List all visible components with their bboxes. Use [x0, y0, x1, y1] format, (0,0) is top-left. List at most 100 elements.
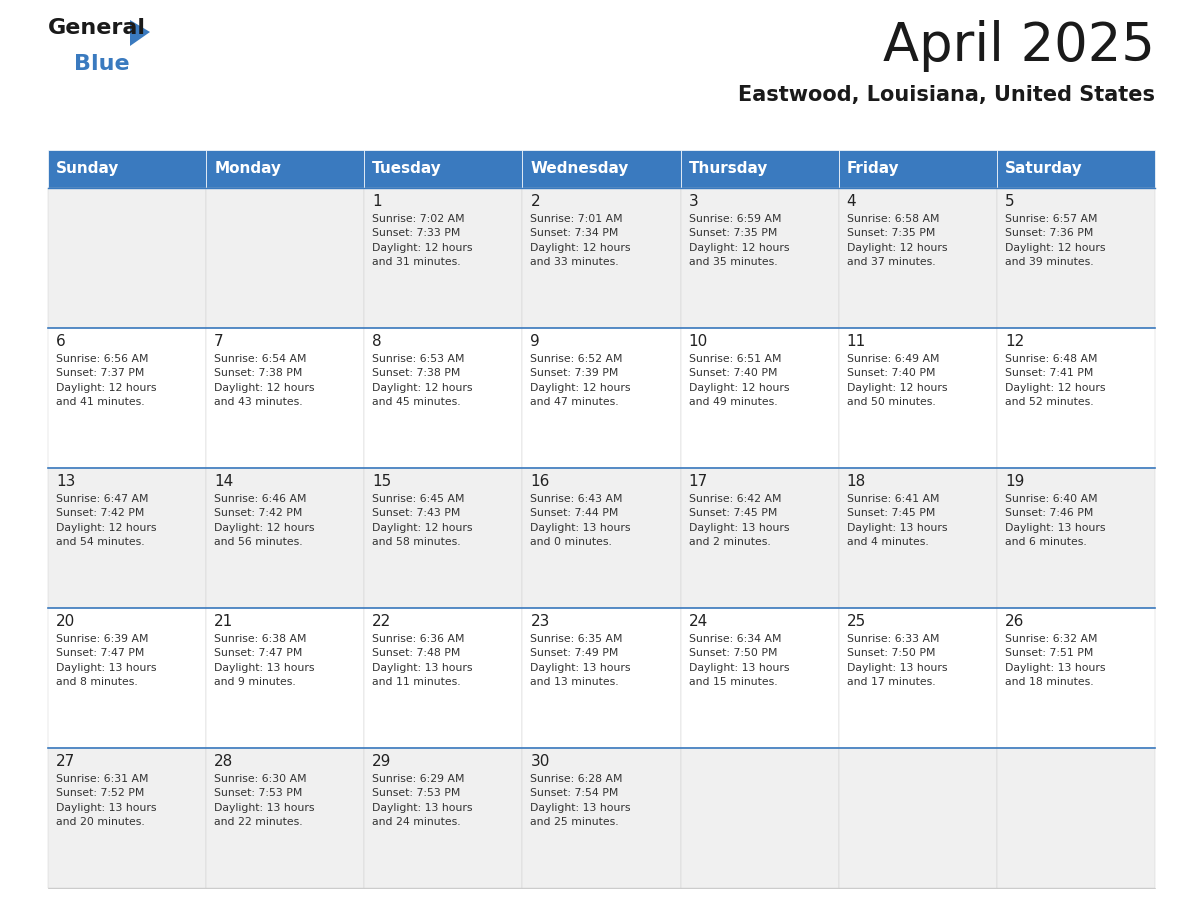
Text: 25: 25	[847, 614, 866, 629]
FancyBboxPatch shape	[365, 748, 523, 888]
Text: Sunrise: 6:30 AM
Sunset: 7:53 PM
Daylight: 13 hours
and 22 minutes.: Sunrise: 6:30 AM Sunset: 7:53 PM Dayligh…	[214, 774, 315, 827]
Text: 23: 23	[530, 614, 550, 629]
Text: Wednesday: Wednesday	[530, 162, 628, 176]
Text: 21: 21	[214, 614, 233, 629]
Text: Sunrise: 6:38 AM
Sunset: 7:47 PM
Daylight: 13 hours
and 9 minutes.: Sunrise: 6:38 AM Sunset: 7:47 PM Dayligh…	[214, 634, 315, 688]
Text: Sunrise: 6:32 AM
Sunset: 7:51 PM
Daylight: 13 hours
and 18 minutes.: Sunrise: 6:32 AM Sunset: 7:51 PM Dayligh…	[1005, 634, 1105, 688]
FancyBboxPatch shape	[997, 188, 1155, 328]
Text: Blue: Blue	[74, 54, 129, 74]
FancyBboxPatch shape	[839, 328, 997, 468]
FancyBboxPatch shape	[839, 150, 997, 188]
FancyBboxPatch shape	[523, 150, 681, 188]
Text: Sunrise: 6:33 AM
Sunset: 7:50 PM
Daylight: 13 hours
and 17 minutes.: Sunrise: 6:33 AM Sunset: 7:50 PM Dayligh…	[847, 634, 947, 688]
Text: 20: 20	[56, 614, 75, 629]
Text: General: General	[48, 18, 146, 38]
FancyBboxPatch shape	[523, 328, 681, 468]
Text: Sunrise: 6:39 AM
Sunset: 7:47 PM
Daylight: 13 hours
and 8 minutes.: Sunrise: 6:39 AM Sunset: 7:47 PM Dayligh…	[56, 634, 157, 688]
FancyBboxPatch shape	[681, 150, 839, 188]
FancyBboxPatch shape	[681, 748, 839, 888]
Text: 8: 8	[372, 334, 381, 349]
Text: Sunrise: 6:56 AM
Sunset: 7:37 PM
Daylight: 12 hours
and 41 minutes.: Sunrise: 6:56 AM Sunset: 7:37 PM Dayligh…	[56, 354, 157, 408]
Text: Sunrise: 6:57 AM
Sunset: 7:36 PM
Daylight: 12 hours
and 39 minutes.: Sunrise: 6:57 AM Sunset: 7:36 PM Dayligh…	[1005, 214, 1105, 267]
Text: 19: 19	[1005, 474, 1024, 489]
Text: 13: 13	[56, 474, 75, 489]
Text: 11: 11	[847, 334, 866, 349]
FancyBboxPatch shape	[681, 608, 839, 748]
Text: Sunrise: 6:48 AM
Sunset: 7:41 PM
Daylight: 12 hours
and 52 minutes.: Sunrise: 6:48 AM Sunset: 7:41 PM Dayligh…	[1005, 354, 1105, 408]
Text: 10: 10	[689, 334, 708, 349]
Text: Monday: Monday	[214, 162, 282, 176]
Text: Sunday: Sunday	[56, 162, 119, 176]
FancyBboxPatch shape	[365, 328, 523, 468]
FancyBboxPatch shape	[365, 608, 523, 748]
Text: Sunrise: 6:43 AM
Sunset: 7:44 PM
Daylight: 13 hours
and 0 minutes.: Sunrise: 6:43 AM Sunset: 7:44 PM Dayligh…	[530, 494, 631, 547]
FancyBboxPatch shape	[48, 608, 207, 748]
FancyBboxPatch shape	[207, 748, 365, 888]
FancyBboxPatch shape	[839, 608, 997, 748]
Text: 2: 2	[530, 194, 541, 209]
Text: 15: 15	[372, 474, 392, 489]
FancyBboxPatch shape	[997, 468, 1155, 608]
Text: Sunrise: 6:34 AM
Sunset: 7:50 PM
Daylight: 13 hours
and 15 minutes.: Sunrise: 6:34 AM Sunset: 7:50 PM Dayligh…	[689, 634, 789, 688]
Text: Sunrise: 6:58 AM
Sunset: 7:35 PM
Daylight: 12 hours
and 37 minutes.: Sunrise: 6:58 AM Sunset: 7:35 PM Dayligh…	[847, 214, 947, 267]
Text: Tuesday: Tuesday	[372, 162, 442, 176]
Text: 7: 7	[214, 334, 223, 349]
FancyBboxPatch shape	[839, 468, 997, 608]
Text: Sunrise: 6:53 AM
Sunset: 7:38 PM
Daylight: 12 hours
and 45 minutes.: Sunrise: 6:53 AM Sunset: 7:38 PM Dayligh…	[372, 354, 473, 408]
Text: 30: 30	[530, 754, 550, 769]
FancyBboxPatch shape	[997, 150, 1155, 188]
FancyBboxPatch shape	[839, 188, 997, 328]
FancyBboxPatch shape	[681, 188, 839, 328]
Text: Sunrise: 6:42 AM
Sunset: 7:45 PM
Daylight: 13 hours
and 2 minutes.: Sunrise: 6:42 AM Sunset: 7:45 PM Dayligh…	[689, 494, 789, 547]
Text: Sunrise: 6:54 AM
Sunset: 7:38 PM
Daylight: 12 hours
and 43 minutes.: Sunrise: 6:54 AM Sunset: 7:38 PM Dayligh…	[214, 354, 315, 408]
FancyBboxPatch shape	[48, 468, 207, 608]
Text: 29: 29	[372, 754, 392, 769]
Text: 6: 6	[56, 334, 65, 349]
Text: 27: 27	[56, 754, 75, 769]
Text: 17: 17	[689, 474, 708, 489]
FancyBboxPatch shape	[523, 748, 681, 888]
Text: Sunrise: 6:41 AM
Sunset: 7:45 PM
Daylight: 13 hours
and 4 minutes.: Sunrise: 6:41 AM Sunset: 7:45 PM Dayligh…	[847, 494, 947, 547]
Text: Saturday: Saturday	[1005, 162, 1082, 176]
Text: Sunrise: 6:47 AM
Sunset: 7:42 PM
Daylight: 12 hours
and 54 minutes.: Sunrise: 6:47 AM Sunset: 7:42 PM Dayligh…	[56, 494, 157, 547]
Text: Sunrise: 7:01 AM
Sunset: 7:34 PM
Daylight: 12 hours
and 33 minutes.: Sunrise: 7:01 AM Sunset: 7:34 PM Dayligh…	[530, 214, 631, 267]
Text: 9: 9	[530, 334, 541, 349]
FancyBboxPatch shape	[681, 328, 839, 468]
Text: Sunrise: 6:45 AM
Sunset: 7:43 PM
Daylight: 12 hours
and 58 minutes.: Sunrise: 6:45 AM Sunset: 7:43 PM Dayligh…	[372, 494, 473, 547]
FancyBboxPatch shape	[365, 150, 523, 188]
Text: Sunrise: 6:31 AM
Sunset: 7:52 PM
Daylight: 13 hours
and 20 minutes.: Sunrise: 6:31 AM Sunset: 7:52 PM Dayligh…	[56, 774, 157, 827]
Text: Eastwood, Louisiana, United States: Eastwood, Louisiana, United States	[738, 85, 1155, 105]
Text: Sunrise: 6:59 AM
Sunset: 7:35 PM
Daylight: 12 hours
and 35 minutes.: Sunrise: 6:59 AM Sunset: 7:35 PM Dayligh…	[689, 214, 789, 267]
FancyBboxPatch shape	[48, 748, 207, 888]
FancyBboxPatch shape	[681, 468, 839, 608]
Text: Sunrise: 6:46 AM
Sunset: 7:42 PM
Daylight: 12 hours
and 56 minutes.: Sunrise: 6:46 AM Sunset: 7:42 PM Dayligh…	[214, 494, 315, 547]
FancyBboxPatch shape	[997, 608, 1155, 748]
Text: 16: 16	[530, 474, 550, 489]
FancyBboxPatch shape	[523, 468, 681, 608]
FancyBboxPatch shape	[365, 468, 523, 608]
FancyBboxPatch shape	[207, 188, 365, 328]
Text: Sunrise: 6:35 AM
Sunset: 7:49 PM
Daylight: 13 hours
and 13 minutes.: Sunrise: 6:35 AM Sunset: 7:49 PM Dayligh…	[530, 634, 631, 688]
FancyBboxPatch shape	[207, 468, 365, 608]
Text: 1: 1	[372, 194, 381, 209]
Text: Sunrise: 6:52 AM
Sunset: 7:39 PM
Daylight: 12 hours
and 47 minutes.: Sunrise: 6:52 AM Sunset: 7:39 PM Dayligh…	[530, 354, 631, 408]
Text: 26: 26	[1005, 614, 1024, 629]
Text: Sunrise: 7:02 AM
Sunset: 7:33 PM
Daylight: 12 hours
and 31 minutes.: Sunrise: 7:02 AM Sunset: 7:33 PM Dayligh…	[372, 214, 473, 267]
Text: 22: 22	[372, 614, 392, 629]
Text: Thursday: Thursday	[689, 162, 767, 176]
FancyBboxPatch shape	[523, 188, 681, 328]
Text: 5: 5	[1005, 194, 1015, 209]
Text: 12: 12	[1005, 334, 1024, 349]
FancyBboxPatch shape	[839, 748, 997, 888]
FancyBboxPatch shape	[365, 188, 523, 328]
Text: Sunrise: 6:49 AM
Sunset: 7:40 PM
Daylight: 12 hours
and 50 minutes.: Sunrise: 6:49 AM Sunset: 7:40 PM Dayligh…	[847, 354, 947, 408]
Text: 4: 4	[847, 194, 857, 209]
Text: Friday: Friday	[847, 162, 899, 176]
Text: 24: 24	[689, 614, 708, 629]
FancyBboxPatch shape	[48, 150, 207, 188]
FancyBboxPatch shape	[207, 150, 365, 188]
Text: Sunrise: 6:29 AM
Sunset: 7:53 PM
Daylight: 13 hours
and 24 minutes.: Sunrise: 6:29 AM Sunset: 7:53 PM Dayligh…	[372, 774, 473, 827]
FancyBboxPatch shape	[523, 608, 681, 748]
Text: Sunrise: 6:40 AM
Sunset: 7:46 PM
Daylight: 13 hours
and 6 minutes.: Sunrise: 6:40 AM Sunset: 7:46 PM Dayligh…	[1005, 494, 1105, 547]
Text: Sunrise: 6:36 AM
Sunset: 7:48 PM
Daylight: 13 hours
and 11 minutes.: Sunrise: 6:36 AM Sunset: 7:48 PM Dayligh…	[372, 634, 473, 688]
